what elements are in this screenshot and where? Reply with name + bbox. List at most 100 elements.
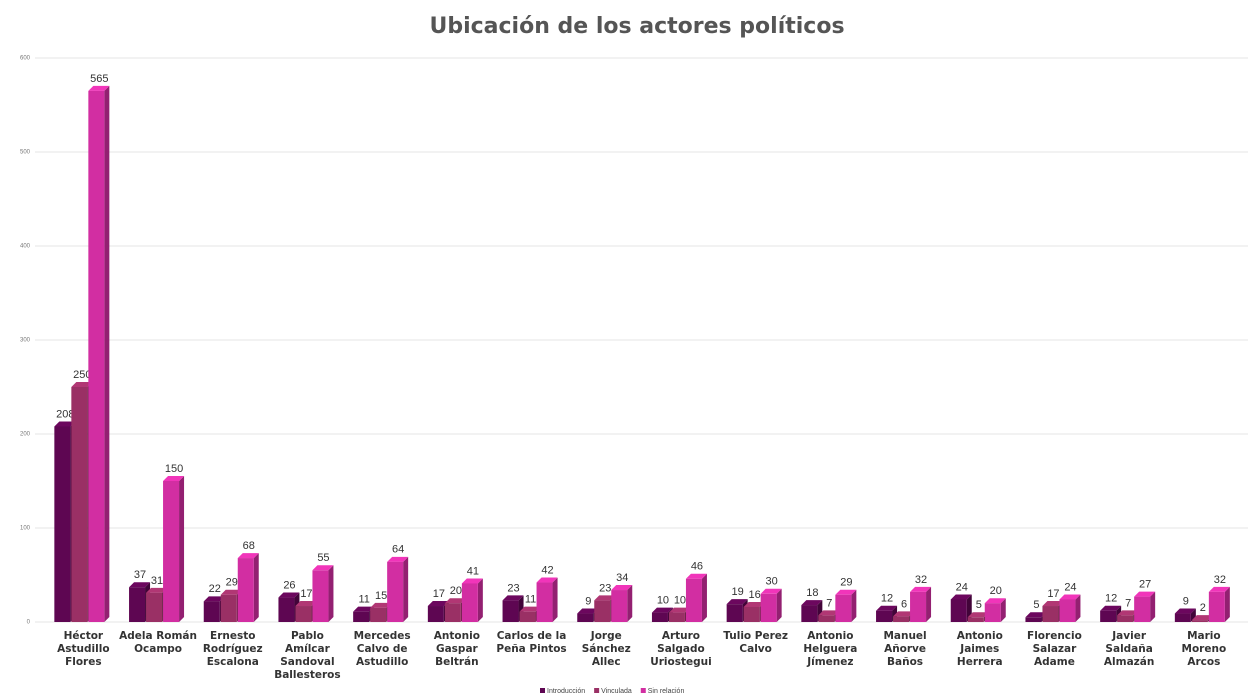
bar-top (146, 587, 168, 593)
x-tick-label-box: Mario Moreno Arcos (1182, 630, 1227, 668)
bar (146, 592, 163, 622)
x-tick-label-box: Mercedes Calvo de Astudillo (353, 630, 411, 668)
x-tick-label-box: Manuel Añorve Baños (883, 630, 927, 668)
data-label: 6 (901, 598, 907, 610)
bar-top (743, 601, 765, 607)
bar-side (1190, 608, 1196, 622)
bar-top (129, 582, 151, 588)
bar-top (203, 596, 225, 602)
bar (1117, 615, 1134, 622)
bar-top (427, 601, 449, 607)
bar (278, 597, 295, 622)
bar-top (577, 608, 599, 614)
legend-label: Vinculada (601, 688, 632, 695)
bar (54, 426, 71, 622)
bar-top (1117, 610, 1139, 616)
bar-top (876, 605, 898, 611)
bar-top (88, 85, 110, 91)
bar-side (926, 586, 932, 622)
legend-swatch (594, 688, 600, 693)
x-tick-label-box: Florencio Salazar Adame (1027, 630, 1082, 668)
bar (1174, 613, 1191, 622)
data-label: 16 (749, 589, 761, 601)
data-label: 12 (881, 593, 893, 605)
bar-side (1000, 598, 1006, 622)
bar-top (801, 600, 823, 606)
bar-top (818, 610, 840, 616)
bar (220, 594, 237, 622)
bar (461, 583, 478, 622)
chart-title: Ubicación de los actores políticos (429, 14, 844, 39)
data-label: 31 (151, 575, 163, 587)
data-label: 250 (73, 369, 91, 381)
data-label: 11 (525, 594, 536, 606)
bar (818, 615, 835, 622)
data-label: 11 (358, 594, 369, 606)
data-label: 42 (541, 564, 553, 576)
data-label: 68 (243, 540, 255, 552)
bar (835, 594, 852, 622)
data-label: 64 (392, 544, 404, 556)
bar (129, 587, 146, 622)
y-tick-label: 200 (20, 432, 31, 438)
bar (519, 611, 536, 622)
data-label: 18 (806, 587, 818, 599)
data-label: 9 (585, 595, 591, 607)
bar (295, 606, 312, 622)
bar-top (950, 594, 972, 600)
y-tick-label: 600 (20, 56, 31, 62)
x-tick-label-box: Héctor Astudillo Flores (57, 630, 110, 668)
bar (444, 603, 461, 622)
x-tick-label: Tulio Perez Calvo (723, 630, 789, 655)
x-tick-label: Héctor Astudillo Flores (57, 630, 110, 668)
x-tick-label-box: Carlos de la Peña Pintos (496, 630, 566, 655)
x-tick-label: Manuel Añorve Baños (883, 630, 927, 668)
y-tick-label: 400 (20, 244, 31, 250)
data-label: 30 (766, 576, 778, 588)
bar (88, 90, 105, 622)
bar (1100, 610, 1117, 622)
data-label: 23 (507, 582, 519, 594)
bar-top (1208, 586, 1230, 592)
data-label: 17 (433, 588, 445, 600)
bar-side (851, 589, 857, 622)
bar (651, 612, 668, 622)
bar-top (1134, 591, 1156, 597)
bar-top (278, 592, 300, 598)
bar-side (253, 553, 259, 622)
bar (353, 611, 370, 622)
legend-label: Introducción (547, 688, 585, 695)
bar-top (760, 588, 782, 594)
bar (760, 593, 777, 622)
bar-top (353, 606, 375, 612)
bar-top (1059, 594, 1081, 600)
data-label: 15 (375, 590, 387, 602)
data-label: 46 (691, 561, 703, 573)
data-label: 24 (1064, 581, 1076, 593)
bar (502, 600, 519, 622)
bar (536, 582, 553, 622)
x-tick-label-box: Jorge Sánchez Allec (582, 630, 631, 668)
x-tick-label-box: Antonio Helguera Jímenez (803, 630, 857, 668)
bar-side (552, 577, 558, 622)
x-tick-label: Mercedes Calvo de Astudillo (353, 630, 411, 668)
data-label: 5 (976, 599, 982, 611)
x-tick-label: Antonio Jaimes Herrera (956, 630, 1003, 668)
bar-side (179, 476, 185, 622)
bar-top (444, 598, 466, 604)
bar-top (1174, 608, 1196, 614)
bar-top (835, 589, 857, 595)
bar-top (54, 421, 76, 427)
legend-label: Sin relación (648, 688, 685, 695)
bar (427, 606, 444, 622)
bar-top (1100, 605, 1122, 611)
x-tick-label: Ernesto Rodríguez Escalona (202, 630, 263, 668)
bar-top (668, 607, 690, 613)
bar-top (967, 612, 989, 618)
x-tick-label: Adela Román Ocampo (119, 630, 197, 655)
data-label: 29 (226, 577, 238, 589)
data-label: 27 (1139, 579, 1151, 591)
bar (685, 578, 702, 622)
bar-top (611, 585, 633, 591)
bar-top (519, 606, 541, 612)
